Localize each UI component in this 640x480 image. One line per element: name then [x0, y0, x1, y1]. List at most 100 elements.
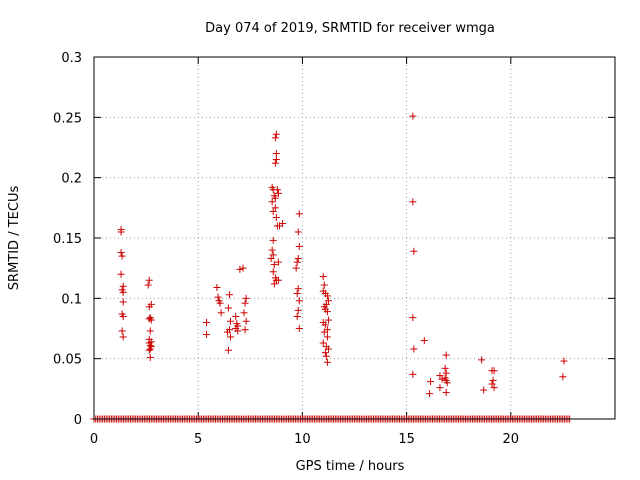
- data-point: [271, 159, 279, 167]
- data-point: [442, 351, 450, 359]
- data-point: [294, 255, 302, 263]
- data-point: [119, 312, 127, 320]
- data-point: [146, 353, 154, 361]
- data-point: [269, 268, 277, 276]
- data-point: [443, 379, 451, 387]
- data-point: [268, 246, 276, 254]
- data-point: [267, 255, 275, 263]
- data-point: [322, 352, 330, 360]
- data-point: [145, 276, 153, 284]
- y-tick-label: 0.05: [53, 353, 82, 368]
- data-point: [118, 327, 126, 335]
- data-point: [319, 273, 327, 281]
- data-point: [273, 186, 281, 194]
- data-point: [324, 297, 332, 305]
- data-point: [319, 339, 327, 347]
- x-tick-label: 5: [194, 432, 202, 447]
- y-tick-label: 0.25: [53, 111, 82, 126]
- data-point: [216, 299, 224, 307]
- data-point: [272, 156, 280, 164]
- y-tick-label: 0: [74, 413, 82, 428]
- data-point: [438, 375, 446, 383]
- data-point: [323, 308, 331, 316]
- data-point: [203, 331, 211, 339]
- data-point: [321, 321, 329, 329]
- data-point: [242, 294, 250, 302]
- data-point: [272, 150, 280, 158]
- data-point: [269, 207, 277, 215]
- data-point: [420, 337, 428, 345]
- data-point: [320, 328, 328, 336]
- data-point: [323, 292, 331, 300]
- data-point: [146, 327, 154, 335]
- data-point: [147, 316, 155, 324]
- data-point: [118, 252, 126, 260]
- y-tick-label: 0.15: [53, 232, 82, 247]
- data-point: [426, 390, 434, 398]
- data-point: [323, 358, 331, 366]
- data-point: [490, 367, 498, 375]
- data-point: [146, 345, 154, 353]
- x-tick-label: 10: [294, 432, 311, 447]
- data-point: [240, 309, 248, 317]
- data-point: [242, 317, 250, 325]
- data-point: [320, 281, 328, 289]
- chart-title: Day 074 of 2019, SRMTID for receiver wmg…: [205, 21, 495, 36]
- data-point: [410, 345, 418, 353]
- data-points: [117, 112, 568, 398]
- data-point: [274, 189, 282, 197]
- data-point: [117, 270, 125, 278]
- data-point: [239, 264, 247, 272]
- data-point: [409, 198, 417, 206]
- data-point: [119, 282, 127, 290]
- data-point: [478, 356, 486, 364]
- data-point: [203, 318, 211, 326]
- data-point: [119, 298, 127, 306]
- data-point: [409, 370, 417, 378]
- data-point: [488, 380, 496, 388]
- data-point: [119, 333, 127, 341]
- data-point: [436, 372, 444, 380]
- data-point: [217, 309, 225, 317]
- data-point: [269, 251, 277, 259]
- data-point: [294, 228, 302, 236]
- data-point: [117, 248, 125, 256]
- data-point: [441, 364, 449, 372]
- data-point: [119, 288, 127, 296]
- data-point: [214, 293, 222, 301]
- data-point: [213, 283, 221, 291]
- data-point: [236, 265, 244, 273]
- data-point: [271, 194, 279, 202]
- data-point: [436, 384, 444, 392]
- data-point: [490, 384, 498, 392]
- data-point: [272, 213, 280, 221]
- data-point: [227, 333, 235, 341]
- x-axis-label: GPS time / hours: [296, 459, 405, 474]
- data-point: [427, 378, 435, 386]
- data-point: [324, 316, 332, 324]
- data-point: [224, 346, 232, 354]
- data-point: [409, 112, 417, 120]
- data-point: [324, 345, 332, 353]
- data-point: [270, 280, 278, 288]
- data-point: [295, 210, 303, 218]
- data-point: [223, 328, 231, 336]
- data-point: [293, 312, 301, 320]
- data-point: [117, 228, 125, 236]
- data-point: [232, 312, 240, 320]
- data-point: [489, 376, 497, 384]
- data-point: [295, 325, 303, 332]
- data-point: [294, 306, 302, 314]
- data-point: [293, 290, 301, 298]
- data-point: [279, 220, 287, 228]
- data-point: [145, 303, 153, 311]
- data-point: [409, 314, 417, 322]
- x-tick-label: 0: [90, 432, 98, 447]
- x-tick-label: 20: [503, 432, 520, 447]
- y-tick-label: 0.2: [61, 172, 82, 187]
- data-point: [271, 204, 279, 212]
- data-point: [442, 388, 450, 396]
- data-point: [270, 261, 278, 269]
- y-axis-label: SRMTID / TECUs: [7, 186, 22, 291]
- data-point: [241, 326, 249, 334]
